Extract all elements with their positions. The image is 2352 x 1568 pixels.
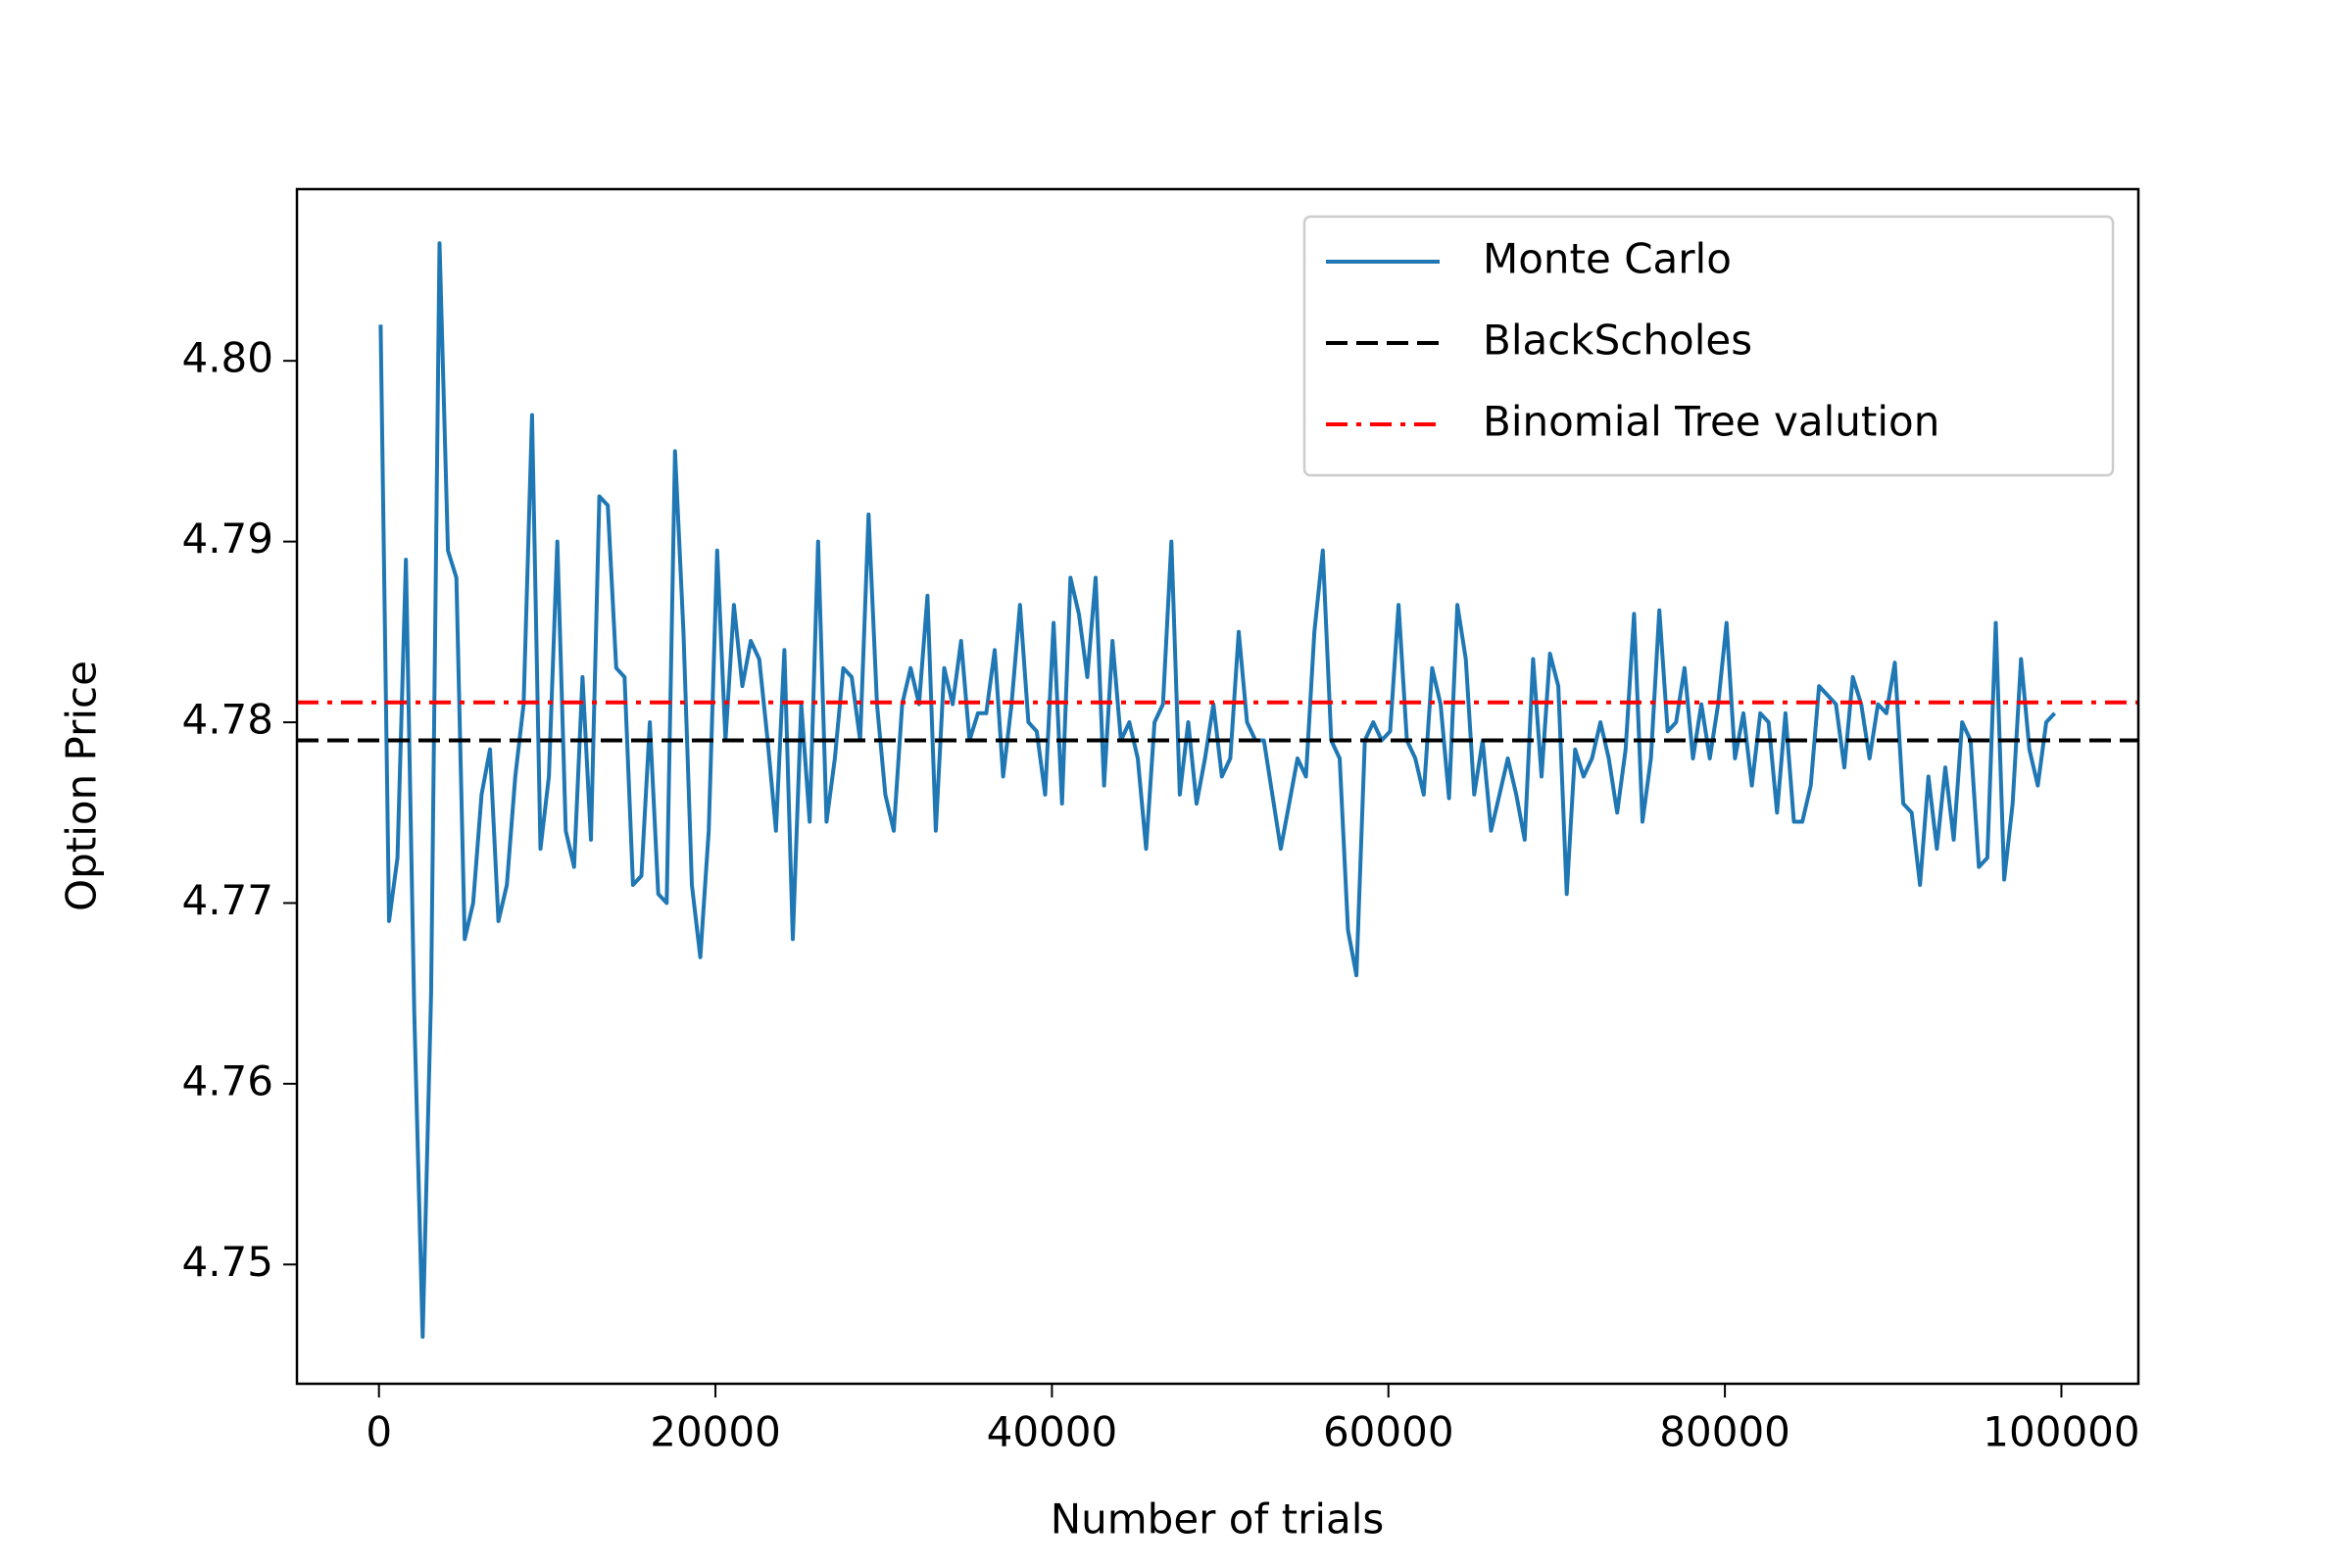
y-tick-label: 4.75 <box>181 1238 273 1286</box>
legend-label: Monte Carlo <box>1483 235 1732 283</box>
legend-box <box>1302 215 2115 477</box>
plot-frame <box>295 187 2140 1386</box>
y-tick-label: 4.76 <box>181 1056 273 1104</box>
legend-label: Binomial Tree valution <box>1483 398 1939 446</box>
x-tick-label: 20000 <box>650 1408 781 1456</box>
x-axis-label: Number of trials <box>1051 1495 1385 1544</box>
y-axis-label: Option Price <box>58 661 106 911</box>
x-tick-label: 100000 <box>1983 1408 2139 1456</box>
legend-label: BlackScholes <box>1483 317 1752 365</box>
y-tick-label: 4.77 <box>181 876 273 924</box>
y-tick-label: 4.79 <box>181 514 273 563</box>
x-tick-label: 60000 <box>1323 1408 1454 1456</box>
x-tick-label: 0 <box>366 1408 392 1456</box>
y-tick-label: 4.80 <box>181 334 273 382</box>
x-tick-label: 40000 <box>987 1408 1118 1456</box>
y-tick-label: 4.78 <box>181 696 273 744</box>
x-tick-label: 80000 <box>1659 1408 1790 1456</box>
